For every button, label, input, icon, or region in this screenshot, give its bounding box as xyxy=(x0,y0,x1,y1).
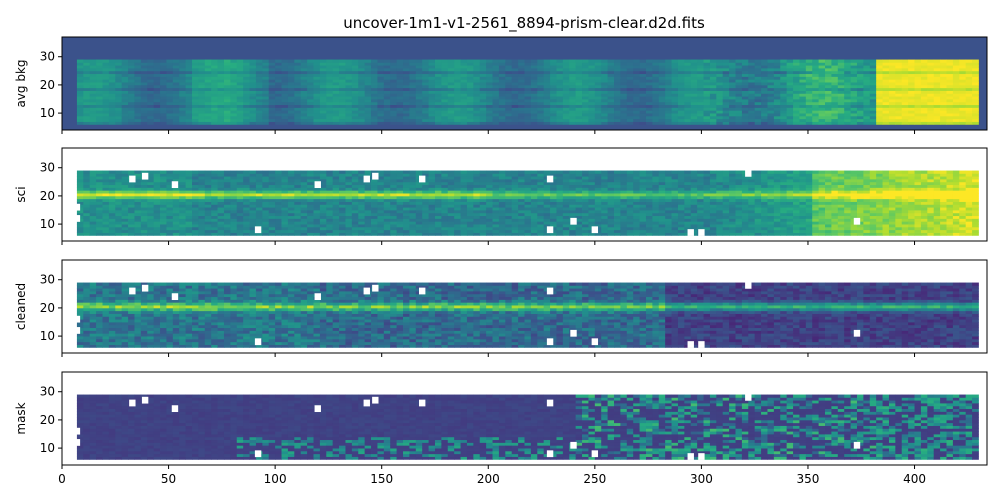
panel-3: 10 20 30 cleaned xyxy=(14,259,988,357)
panel-2: 10 20 30 sci xyxy=(14,147,988,245)
masked-pixel xyxy=(129,175,136,183)
masked-pixel xyxy=(570,217,577,225)
xtick-label: 200 xyxy=(477,472,500,486)
masked-pixel xyxy=(372,172,379,180)
masked-pixel xyxy=(745,281,752,289)
ytick-label: 10 xyxy=(40,106,55,120)
panel-1: 10 20 30 avg bkg xyxy=(14,36,988,134)
masked-pixel xyxy=(73,215,81,222)
masked-pixel xyxy=(254,450,262,458)
ylabel: cleaned xyxy=(14,283,28,330)
xtick-label: 350 xyxy=(797,472,820,486)
ylabel: mask xyxy=(14,402,28,434)
heatmap-image xyxy=(73,169,979,236)
ytick-label: 20 xyxy=(40,413,55,427)
masked-pixel xyxy=(418,399,426,407)
masked-pixel xyxy=(171,405,179,413)
xtick-label: 250 xyxy=(583,472,606,486)
masked-pixel xyxy=(141,396,149,404)
xtick-label: 300 xyxy=(690,472,713,486)
masked-pixel xyxy=(141,284,149,292)
masked-pixel xyxy=(363,175,370,183)
masked-pixel xyxy=(687,453,694,460)
ytick-label: 20 xyxy=(40,301,55,315)
masked-pixel xyxy=(687,341,694,348)
masked-pixel xyxy=(418,287,426,295)
masked-pixel xyxy=(129,399,136,407)
axes-frame xyxy=(61,147,988,242)
masked-pixel xyxy=(546,175,554,183)
masked-pixel xyxy=(698,453,705,460)
masked-pixel xyxy=(745,169,752,177)
ytick-label: 20 xyxy=(40,78,55,92)
masked-pixel xyxy=(546,287,554,295)
masked-pixel xyxy=(418,175,426,183)
xtick-label: 0 xyxy=(58,472,66,486)
masked-pixel xyxy=(254,226,262,234)
masked-pixel xyxy=(591,450,599,458)
masked-pixel xyxy=(73,315,81,323)
ytick-label: 30 xyxy=(40,385,55,399)
masked-pixel xyxy=(314,293,321,301)
ylabel: avg bkg xyxy=(14,59,28,107)
masked-pixel xyxy=(363,399,370,407)
xtick-label: 100 xyxy=(264,472,287,486)
masked-pixel xyxy=(141,172,149,180)
masked-pixel xyxy=(73,427,81,435)
ytick-label: 30 xyxy=(40,273,55,287)
ytick-label: 10 xyxy=(40,441,55,455)
ylabel: sci xyxy=(14,186,28,202)
masked-pixel xyxy=(591,226,599,234)
heatmap-image xyxy=(73,281,979,348)
masked-pixel xyxy=(698,341,705,348)
ytick-label: 30 xyxy=(40,161,55,175)
masked-pixel xyxy=(546,338,554,346)
figure-title: uncover-1m1-v1-2561_8894-prism-clear.d2d… xyxy=(343,14,705,33)
masked-pixel xyxy=(853,441,861,449)
axes-frame xyxy=(61,371,988,466)
masked-pixel xyxy=(853,217,861,225)
masked-pixel xyxy=(171,293,179,301)
masked-pixel xyxy=(73,439,81,446)
ytick-label: 20 xyxy=(40,189,55,203)
heatmap-image xyxy=(73,393,979,460)
masked-pixel xyxy=(129,287,136,295)
axes-frame xyxy=(61,259,988,354)
masked-pixel xyxy=(254,338,262,346)
masked-pixel xyxy=(546,450,554,458)
heatmap-image xyxy=(76,59,979,125)
masked-pixel xyxy=(314,405,321,413)
masked-pixel xyxy=(372,396,379,404)
masked-pixel xyxy=(570,441,577,449)
masked-pixel xyxy=(687,229,694,236)
masked-pixel xyxy=(698,229,705,236)
xtick-label: 150 xyxy=(370,472,393,486)
masked-pixel xyxy=(745,393,752,401)
masked-pixel xyxy=(73,203,81,211)
masked-pixel xyxy=(73,327,81,334)
masked-pixel xyxy=(363,287,370,295)
xtick-label: 50 xyxy=(161,472,176,486)
xtick-label: 400 xyxy=(903,472,926,486)
masked-pixel xyxy=(570,329,577,337)
masked-pixel xyxy=(171,181,179,189)
masked-pixel xyxy=(546,399,554,407)
axes-frame xyxy=(61,36,988,131)
masked-pixel xyxy=(853,329,861,337)
ytick-label: 10 xyxy=(40,329,55,343)
masked-pixel xyxy=(372,284,379,292)
masked-pixel xyxy=(314,181,321,189)
masked-pixel xyxy=(591,338,599,346)
ytick-label: 30 xyxy=(40,50,55,64)
panels: 10 20 30 avg bkg 10 20 30 sci 10 20 30 cleaned 10 20 3… xyxy=(14,36,988,486)
ytick-label: 10 xyxy=(40,217,55,231)
masked-pixel xyxy=(546,226,554,234)
